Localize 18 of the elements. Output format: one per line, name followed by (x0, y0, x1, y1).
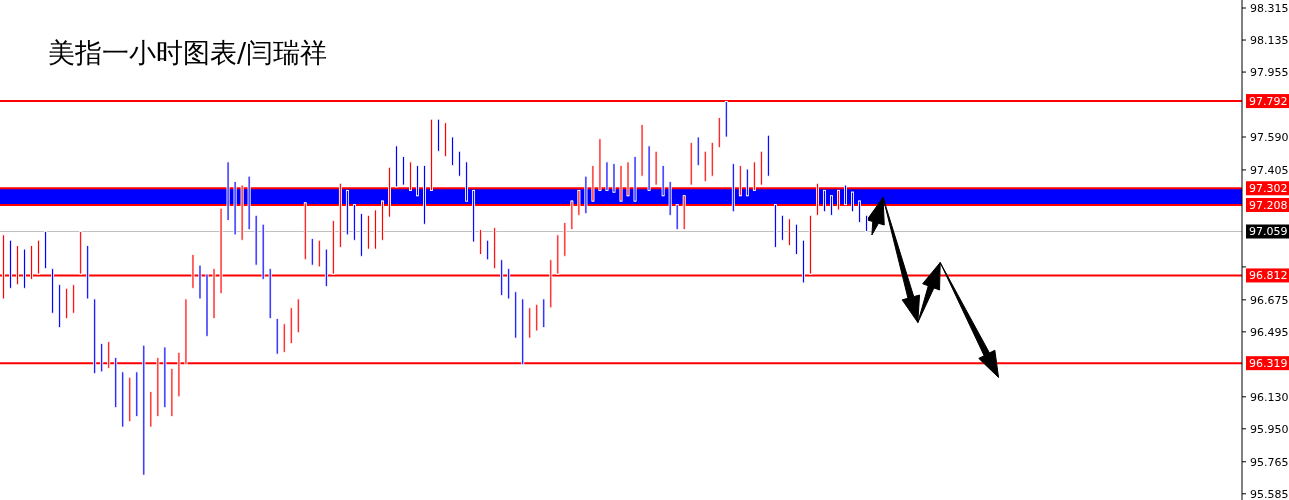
ref-tag: 97.792 (1246, 94, 1289, 109)
y-tick-label: 97.590 (1250, 131, 1289, 145)
y-tick-label: 97.405 (1250, 163, 1289, 177)
y-tick-label: 96.675 (1250, 293, 1289, 307)
y-tick-label: 98.315 (1250, 2, 1289, 16)
y-tick-label: 96.495 (1250, 325, 1289, 339)
ref-tag: 97.302 (1246, 181, 1289, 196)
y-tick-label: 98.135 (1250, 34, 1289, 48)
y-tick-label: 97.955 (1250, 66, 1289, 80)
y-tick-label: 95.950 (1250, 422, 1289, 436)
ref-tag: 96.319 (1246, 356, 1289, 371)
text: 美指一小时图表/闫瑞祥 (48, 37, 328, 68)
y-tick-label: 95.765 (1250, 455, 1289, 469)
ref-tag: 97.208 (1246, 198, 1289, 212)
y-tick-label: 96.130 (1250, 390, 1289, 404)
y-tick-label: 95.585 (1250, 487, 1289, 500)
ref-tag: 97.059 (1246, 224, 1289, 239)
ref-tag: 96.812 (1246, 268, 1289, 283)
